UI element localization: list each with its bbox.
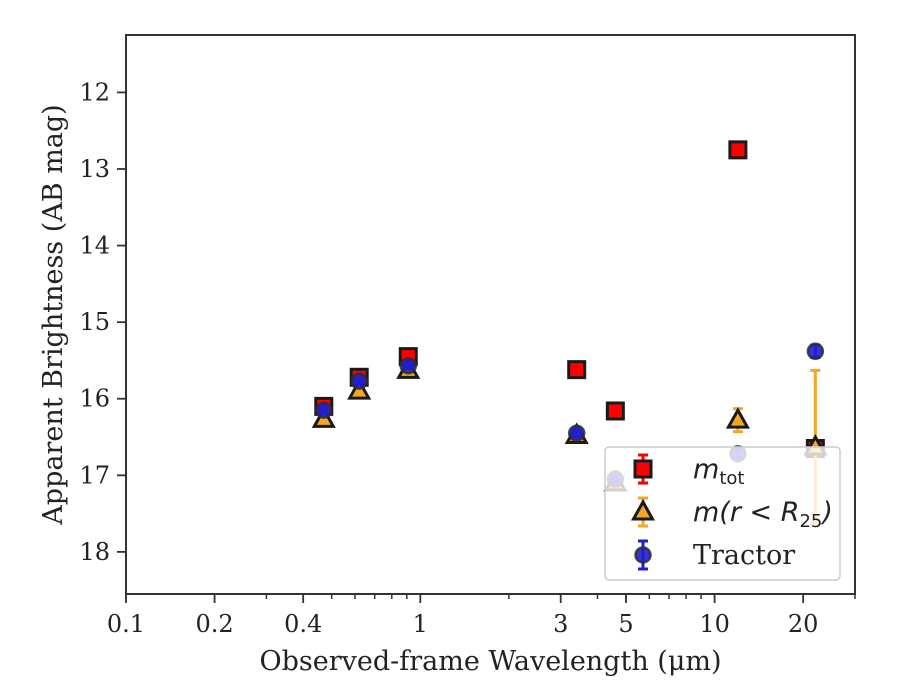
- legend: mtot m(r < R25) Tractor: [604, 446, 841, 581]
- y-tick-label: 16: [79, 385, 110, 413]
- point-tractor: [315, 401, 333, 419]
- y-tick-label: 18: [79, 538, 110, 566]
- y-tick-label: 14: [79, 232, 110, 260]
- x-tick-label: 20: [788, 610, 819, 638]
- legend-label-mr25: m(r < R25): [693, 497, 833, 532]
- x-tick-label: 1: [413, 610, 428, 638]
- legend-marker: [633, 459, 653, 479]
- x-tick-label: 0.4: [284, 610, 322, 638]
- point-mtot: [567, 360, 587, 380]
- y-tick-label: 12: [79, 78, 110, 106]
- x-tick-label: 5: [618, 610, 633, 638]
- y-axis: 12 13 14 15 16 17 18: [79, 78, 126, 566]
- legend-handle-mtot: [633, 453, 653, 485]
- point-tractor: [567, 424, 586, 442]
- y-tick-label: 15: [79, 308, 110, 336]
- x-axis-title: Observed-frame Wavelength (μm): [259, 646, 721, 677]
- legend-marker: [634, 546, 652, 564]
- legend-handle-tractor: [634, 539, 652, 571]
- x-tick-label: 3: [553, 610, 568, 638]
- series-mtot: [314, 140, 825, 459]
- legend-label-tractor: Tractor: [693, 540, 795, 571]
- plot-frame: [125, 34, 856, 595]
- legend-label-mtot: mtot: [693, 454, 744, 489]
- x-tick-label: 10: [699, 610, 730, 638]
- point-tractor: [399, 357, 417, 375]
- y-tick-label: 13: [79, 155, 110, 183]
- legend-box: [604, 446, 841, 581]
- point-mtot: [605, 401, 625, 421]
- point-tractor: [350, 372, 368, 390]
- legend-handle-mr25: [630, 496, 656, 528]
- y-tick-label: 17: [79, 461, 110, 489]
- point-mr25: [725, 407, 750, 429]
- x-tick-label: 0.1: [107, 610, 145, 638]
- point-tractor: [806, 342, 825, 361]
- x-tick-label: 0.2: [196, 610, 234, 638]
- point-mtot: [728, 140, 748, 160]
- y-axis-title: Apparent Brightness (AB mag): [38, 104, 69, 525]
- x-axis: 0.1 0.2 0.4 1 3 5 10 20: [107, 594, 856, 638]
- legend-marker: [630, 498, 656, 521]
